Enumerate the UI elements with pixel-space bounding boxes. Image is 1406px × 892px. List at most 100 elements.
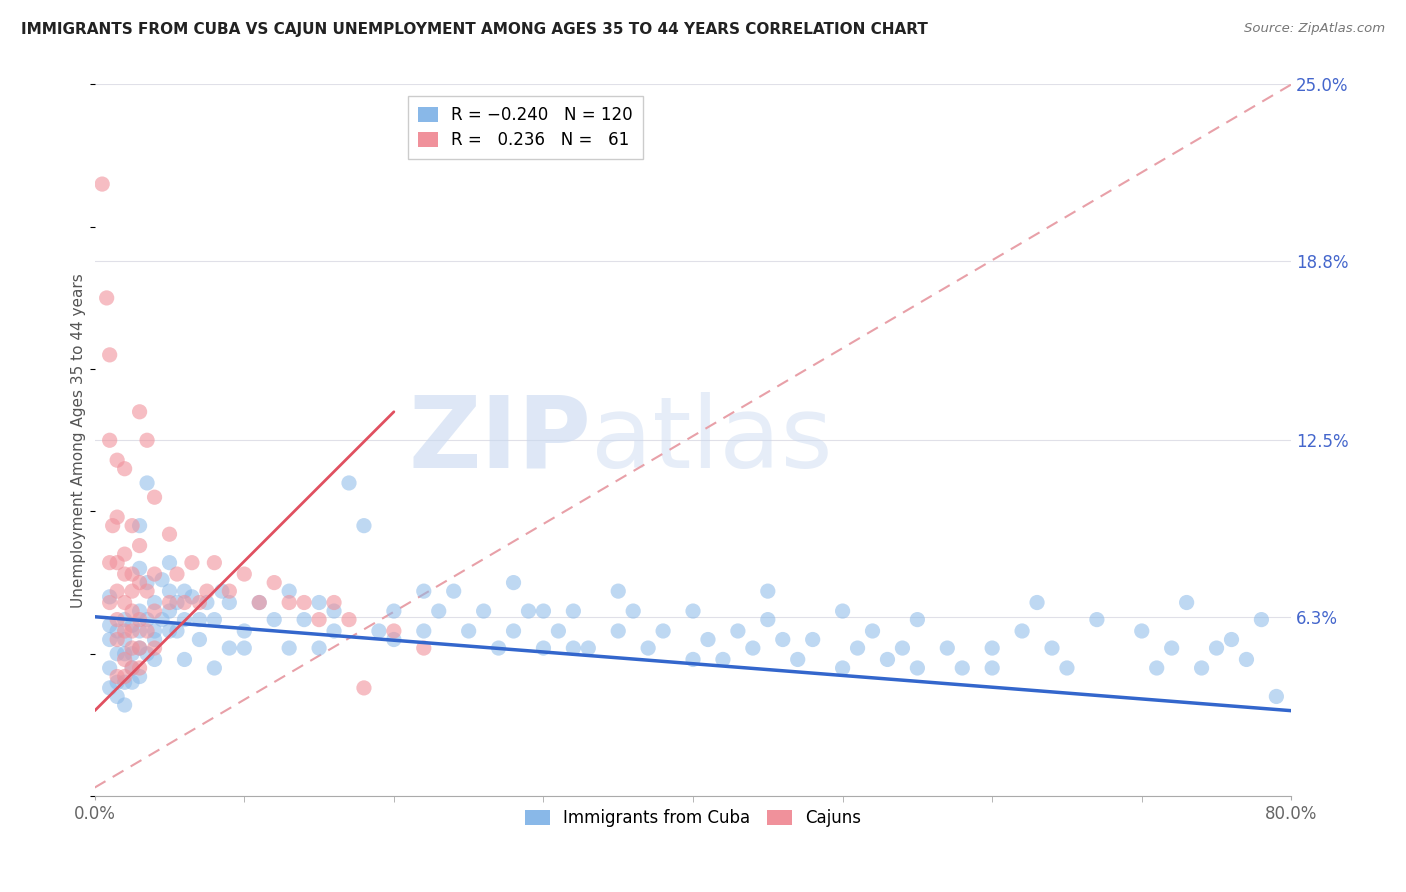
Point bbox=[367, 624, 389, 638]
Point bbox=[202, 613, 225, 627]
Point bbox=[143, 595, 166, 609]
Point bbox=[128, 624, 150, 638]
Point bbox=[502, 624, 524, 638]
Point bbox=[1011, 624, 1033, 638]
Point bbox=[211, 584, 233, 599]
Point bbox=[143, 567, 166, 582]
Point bbox=[173, 584, 195, 599]
Point bbox=[576, 641, 599, 656]
Point bbox=[443, 584, 465, 599]
Point bbox=[202, 556, 225, 570]
Point bbox=[98, 590, 121, 604]
Point bbox=[562, 641, 585, 656]
Point bbox=[159, 556, 181, 570]
Point bbox=[711, 652, 734, 666]
Point bbox=[382, 624, 405, 638]
Point bbox=[128, 604, 150, 618]
Point bbox=[457, 624, 479, 638]
Point bbox=[412, 624, 434, 638]
Point bbox=[323, 624, 346, 638]
Point bbox=[1220, 632, 1243, 647]
Legend: Immigrants from Cuba, Cajuns: Immigrants from Cuba, Cajuns bbox=[519, 803, 868, 834]
Text: atlas: atlas bbox=[592, 392, 832, 489]
Point bbox=[652, 624, 675, 638]
Point bbox=[188, 613, 211, 627]
Point bbox=[308, 641, 330, 656]
Point bbox=[173, 595, 195, 609]
Point bbox=[143, 604, 166, 618]
Point bbox=[98, 434, 121, 448]
Point bbox=[278, 584, 301, 599]
Point bbox=[1250, 613, 1272, 627]
Point bbox=[136, 613, 159, 627]
Point bbox=[105, 453, 128, 467]
Point bbox=[128, 561, 150, 575]
Point bbox=[502, 575, 524, 590]
Point bbox=[195, 595, 218, 609]
Point bbox=[488, 641, 510, 656]
Point bbox=[337, 475, 360, 490]
Point bbox=[188, 595, 211, 609]
Point bbox=[950, 661, 973, 675]
Point bbox=[105, 669, 128, 683]
Point bbox=[98, 595, 121, 609]
Point bbox=[114, 461, 136, 475]
Y-axis label: Unemployment Among Ages 35 to 44 years: Unemployment Among Ages 35 to 44 years bbox=[72, 273, 86, 607]
Point bbox=[143, 652, 166, 666]
Point bbox=[382, 632, 405, 647]
Point bbox=[1085, 613, 1108, 627]
Point bbox=[114, 652, 136, 666]
Point bbox=[114, 632, 136, 647]
Point bbox=[621, 604, 644, 618]
Point bbox=[682, 604, 704, 618]
Point bbox=[905, 661, 928, 675]
Point bbox=[114, 624, 136, 638]
Point bbox=[1175, 595, 1198, 609]
Text: IMMIGRANTS FROM CUBA VS CAJUN UNEMPLOYMENT AMONG AGES 35 TO 44 YEARS CORRELATION: IMMIGRANTS FROM CUBA VS CAJUN UNEMPLOYME… bbox=[21, 22, 928, 37]
Point bbox=[114, 547, 136, 561]
Point bbox=[756, 613, 779, 627]
Point bbox=[121, 661, 143, 675]
Point bbox=[412, 584, 434, 599]
Point bbox=[105, 613, 128, 627]
Point bbox=[337, 613, 360, 627]
Point bbox=[98, 661, 121, 675]
Point bbox=[98, 681, 121, 695]
Point bbox=[121, 618, 143, 632]
Point bbox=[682, 652, 704, 666]
Point bbox=[143, 624, 166, 638]
Point bbox=[114, 647, 136, 661]
Point bbox=[697, 632, 720, 647]
Point bbox=[159, 624, 181, 638]
Point bbox=[98, 556, 121, 570]
Point bbox=[1160, 641, 1182, 656]
Point bbox=[105, 556, 128, 570]
Point bbox=[150, 573, 173, 587]
Point bbox=[233, 624, 256, 638]
Point bbox=[91, 177, 114, 191]
Point bbox=[105, 510, 128, 524]
Point bbox=[233, 567, 256, 582]
Point bbox=[105, 632, 128, 647]
Point bbox=[472, 604, 495, 618]
Point bbox=[121, 567, 143, 582]
Point bbox=[247, 595, 270, 609]
Point bbox=[533, 604, 555, 618]
Point bbox=[96, 291, 118, 305]
Point bbox=[533, 641, 555, 656]
Point bbox=[727, 624, 749, 638]
Point bbox=[412, 641, 434, 656]
Point bbox=[562, 604, 585, 618]
Point bbox=[98, 632, 121, 647]
Point bbox=[195, 584, 218, 599]
Point bbox=[121, 584, 143, 599]
Point bbox=[136, 624, 159, 638]
Point bbox=[772, 632, 794, 647]
Point bbox=[218, 641, 240, 656]
Point bbox=[801, 632, 824, 647]
Point bbox=[202, 661, 225, 675]
Point bbox=[981, 641, 1004, 656]
Point bbox=[136, 575, 159, 590]
Point bbox=[128, 539, 150, 553]
Point bbox=[607, 624, 630, 638]
